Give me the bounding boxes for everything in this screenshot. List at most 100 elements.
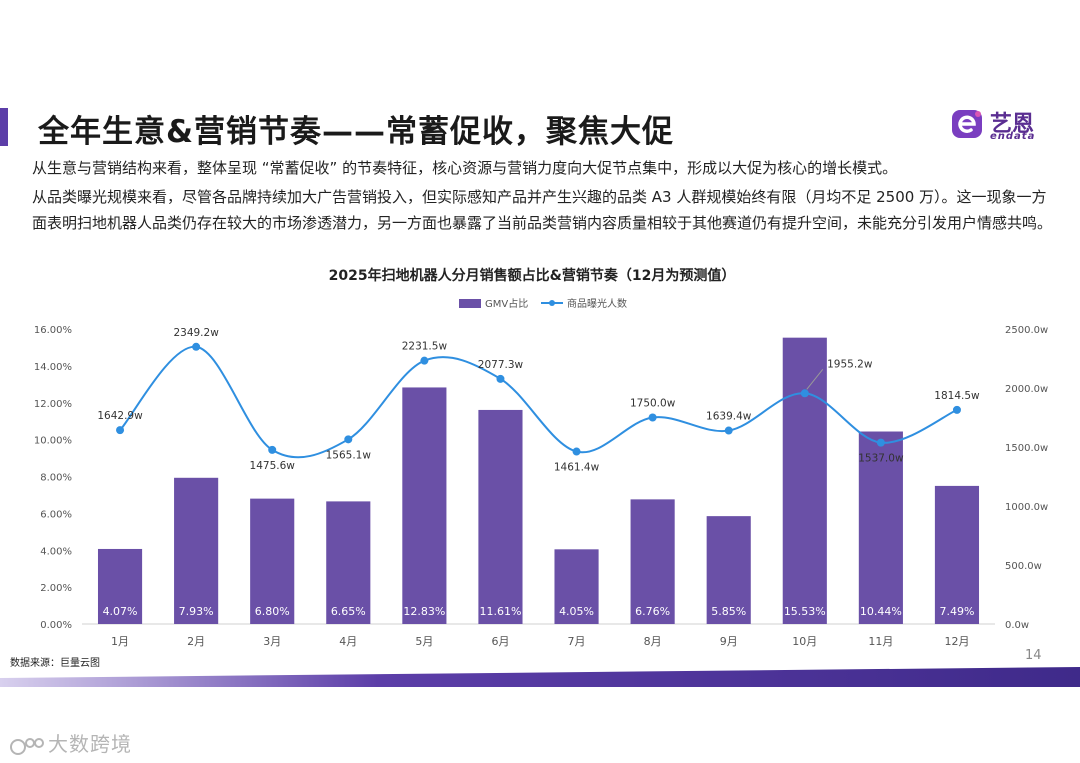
exposure-point-label: 2349.2w — [173, 327, 219, 339]
legend-line-label: 商品曝光人数 — [567, 297, 627, 310]
y-left-tick-label: 2.00% — [40, 583, 72, 594]
x-tick-label: 3月 — [263, 635, 281, 648]
gmv-bar — [858, 431, 903, 624]
gmv-bar — [97, 548, 143, 624]
y-left-tick-label: 10.00% — [34, 436, 72, 447]
x-tick-label: 7月 — [568, 635, 586, 648]
x-tick-label: 5月 — [415, 635, 433, 648]
watermark-logo-icon — [10, 737, 44, 755]
gmv-bar — [706, 516, 751, 624]
gmv-bar — [554, 549, 599, 624]
exposure-point-label: 1461.4w — [554, 462, 600, 474]
exposure-point — [192, 342, 201, 351]
gmv-bar — [402, 387, 447, 624]
gmv-bar — [326, 501, 371, 624]
y-right-tick-label: 2000.0w — [1005, 384, 1048, 395]
y-left-tick-label: 4.00% — [40, 546, 72, 557]
exposure-point — [572, 447, 581, 456]
page-number: 14 — [1025, 648, 1042, 663]
endata-logo-icon — [952, 110, 982, 138]
y-left-tick-label: 14.00% — [34, 362, 72, 373]
exposure-point — [648, 413, 657, 422]
exposure-point — [420, 356, 429, 365]
x-tick-label: 10月 — [792, 635, 817, 648]
watermark-text: 大数跨境 — [48, 732, 132, 756]
y-right-tick-label: 1000.0w — [1005, 502, 1048, 513]
gmv-bar — [174, 477, 219, 624]
gmv-bar-label: 11.61% — [479, 605, 521, 618]
gmv-bar — [630, 499, 675, 624]
bar-series: 4.07% 7.93% 6.80% 6.65% 12.83% 11.61% 4.05% 6.7… — [97, 337, 980, 624]
gmv-bar-label: 10.44% — [860, 605, 902, 618]
x-tick-label: 1月 — [111, 635, 129, 648]
x-tick-label: 4月 — [339, 635, 357, 648]
watermark: 大数跨境 — [10, 728, 132, 757]
legend-bar-label: GMV占比 — [485, 297, 528, 310]
chart-axes: 0.00% 2.00% 4.00% 6.00% 8.00% 10.00% 12.00% 14.… — [34, 325, 1048, 648]
exposure-label-leader — [806, 368, 824, 390]
exposure-point — [344, 435, 353, 444]
page-title: 全年生意&营销节奏——常蓄促收，聚焦大促 — [38, 114, 675, 150]
gmv-bar-label: 4.07% — [103, 605, 138, 618]
gmv-bar-label: 6.65% — [331, 605, 366, 618]
exposure-point-label: 2231.5w — [402, 341, 448, 353]
gmv-bar-label: 15.53% — [784, 605, 826, 618]
y-right-tick-label: 2500.0w — [1005, 325, 1048, 336]
exposure-point — [116, 426, 125, 435]
x-tick-label: 2月 — [187, 635, 205, 648]
x-tick-label: 9月 — [720, 635, 738, 648]
gmv-bar-label: 7.49% — [939, 605, 974, 618]
exposure-point-label: 1475.6w — [250, 460, 296, 472]
exposure-point-label: 1642.9w — [97, 410, 143, 422]
chart-title: 2025年扫地机器人分月销售额占比&营销节奏（12月为预测值） — [329, 267, 736, 284]
exposure-point-label: 1750.0w — [630, 398, 676, 410]
y-left-tick-label: 12.00% — [34, 399, 72, 410]
gmv-bar-label: 6.76% — [635, 605, 670, 618]
exposure-point-label: 1565.1w — [326, 449, 372, 461]
data-source: 数据来源：巨量云图 — [10, 658, 100, 669]
gmv-bar-label: 6.80% — [255, 605, 290, 618]
footer-band — [0, 667, 1080, 687]
exposure-point — [876, 438, 885, 447]
gmv-bar-label: 4.05% — [559, 605, 594, 618]
logo-text-en: endata — [990, 131, 1036, 142]
line-series: 1642.9w 2349.2w 1475.6w 1565.1w 2231.5w 2077.… — [97, 327, 980, 474]
y-left-tick-label: 16.00% — [34, 325, 72, 336]
title-accent-bar — [0, 108, 8, 146]
gmv-bar — [934, 485, 980, 624]
exposure-point — [268, 445, 277, 454]
y-left-tick-label: 6.00% — [40, 509, 72, 520]
legend-line-marker — [549, 300, 555, 306]
exposure-point-label: 1955.2w — [827, 358, 873, 370]
legend-bar-swatch — [459, 299, 481, 308]
x-tick-label: 6月 — [491, 635, 509, 648]
summary-paragraph-1: 从生意与营销结构来看，整体呈现 “常蓄促收” 的节奏特征，核心资源与营销力度向大… — [32, 159, 898, 177]
y-left-tick-label: 8.00% — [40, 473, 72, 484]
y-left-tick-label: 0.00% — [40, 620, 72, 631]
gmv-bar — [250, 498, 295, 624]
gmv-bar-label: 12.83% — [403, 605, 445, 618]
summary-paragraph-2: 从品类曝光规模来看，尽管各品牌持续加大广告营销投入，但实际感知产品并产生兴趣的品… — [32, 188, 1053, 232]
y-right-tick-label: 1500.0w — [1005, 443, 1048, 454]
exposure-point — [496, 374, 505, 383]
gmv-bar — [782, 337, 827, 624]
exposure-point-label: 1814.5w — [934, 390, 980, 402]
exposure-line — [119, 345, 958, 459]
chart-legend: GMV占比 商品曝光人数 — [459, 297, 627, 310]
exposure-point-label: 2077.3w — [478, 359, 524, 371]
exposure-point — [952, 405, 961, 414]
exposure-point — [800, 389, 809, 398]
gmv-bar-label: 5.85% — [711, 605, 746, 618]
gmv-bar — [478, 409, 523, 624]
y-right-tick-label: 0.0w — [1005, 620, 1029, 631]
x-tick-label: 11月 — [868, 635, 893, 648]
y-right-tick-label: 500.0w — [1005, 561, 1042, 572]
x-tick-label: 12月 — [944, 635, 969, 648]
exposure-point-label: 1537.0w — [858, 453, 904, 465]
exposure-point-label: 1639.4w — [706, 411, 752, 423]
gmv-bar-label: 7.93% — [179, 605, 214, 618]
exposure-point — [724, 426, 733, 435]
gmv-exposure-chart: 2025年扫地机器人分月销售额占比&营销节奏（12月为预测值） GMV占比 商品曝… — [34, 267, 1048, 648]
logo-text-cn: 艺恩 — [990, 112, 1035, 137]
